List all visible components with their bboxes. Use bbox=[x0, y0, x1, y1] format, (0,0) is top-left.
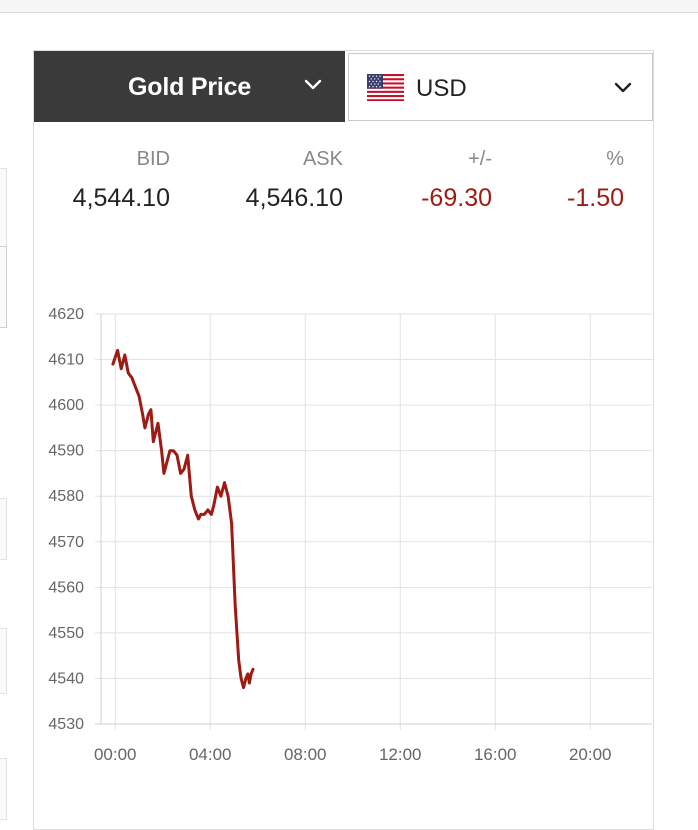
x-tick-label: 16:00 bbox=[474, 745, 517, 764]
ask-value: 4,546.10 bbox=[245, 184, 343, 212]
y-tick-label: 4620 bbox=[48, 306, 84, 323]
currency-dropdown[interactable]: USD bbox=[348, 53, 653, 121]
y-tick-label: 4550 bbox=[48, 625, 84, 642]
price-line bbox=[111, 348, 255, 690]
bid-value: 4,544.10 bbox=[72, 184, 170, 212]
ask-header: ASK bbox=[302, 148, 343, 170]
x-tick-label: 12:00 bbox=[379, 745, 422, 764]
us-flag-icon bbox=[367, 74, 404, 101]
y-tick-label: 4590 bbox=[48, 443, 84, 460]
percent-value: -1.50 bbox=[567, 184, 624, 212]
y-tick-label: 4530 bbox=[48, 716, 84, 733]
chevron-down-icon bbox=[614, 82, 632, 93]
metal-dropdown-label: Gold Price bbox=[128, 73, 252, 101]
change-header: +/- bbox=[468, 148, 492, 170]
percent-header: % bbox=[606, 148, 624, 170]
y-tick-label: 4610 bbox=[48, 352, 84, 369]
bid-header: BID bbox=[136, 148, 170, 170]
y-tick-label: 4570 bbox=[48, 534, 84, 551]
currency-dropdown-label: USD bbox=[416, 75, 467, 102]
browser-top-edge bbox=[0, 0, 698, 13]
x-tick-label: 00:00 bbox=[94, 745, 137, 764]
background-panel-edge bbox=[0, 246, 7, 328]
chevron-down-icon bbox=[304, 79, 322, 90]
change-value: -69.30 bbox=[421, 184, 492, 212]
background-panel-edge bbox=[0, 498, 7, 560]
y-tick-label: 4600 bbox=[48, 397, 84, 414]
x-tick-label: 08:00 bbox=[284, 745, 327, 764]
y-tick-label: 4560 bbox=[48, 579, 84, 596]
y-tick-label: 4580 bbox=[48, 488, 84, 505]
y-tick-label: 4540 bbox=[48, 670, 84, 687]
metal-dropdown[interactable]: Gold Price bbox=[34, 51, 345, 122]
background-panel-edge bbox=[0, 628, 7, 694]
x-tick-label: 04:00 bbox=[189, 745, 232, 764]
x-tick-label: 20:00 bbox=[569, 745, 612, 764]
